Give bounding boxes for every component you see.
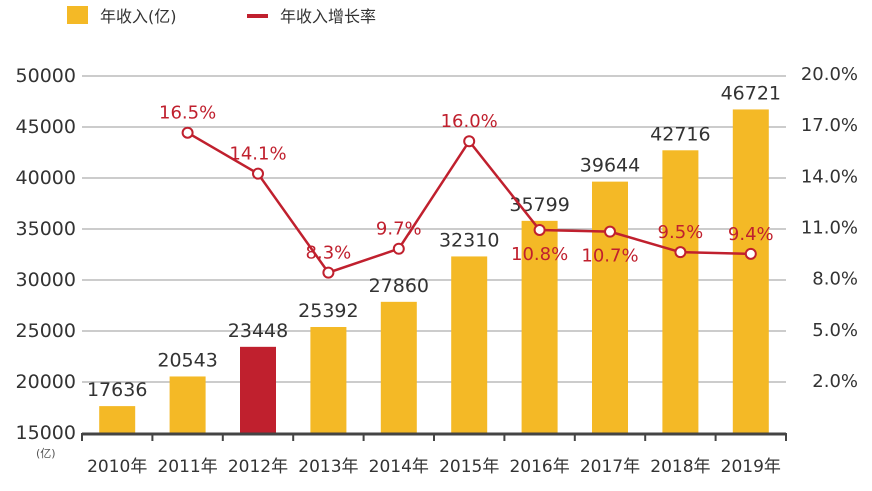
growth-label: 14.1%	[229, 144, 286, 165]
x-tick-label: 2012年	[228, 457, 288, 477]
left-tick-label: 25000	[16, 320, 76, 342]
growth-label: 10.8%	[511, 244, 568, 265]
growth-point	[533, 223, 546, 236]
x-tick-label: 2015年	[439, 457, 499, 477]
x-tick-label: 2016年	[509, 457, 569, 477]
growth-point	[322, 266, 335, 279]
right-tick-label: 5.0%	[812, 320, 858, 341]
growth-label: 8.3%	[306, 243, 352, 264]
growth-label: 9.7%	[376, 219, 422, 240]
legend-swatch-line	[247, 14, 268, 18]
bar	[451, 256, 488, 433]
x-tick-label: 2014年	[369, 457, 429, 477]
legend-label-bar: 年收入(亿)	[100, 7, 177, 26]
legend-label-line: 年收入增长率	[280, 7, 376, 26]
bar-value-label: 20543	[157, 349, 217, 371]
right-tick-label: 2.0%	[812, 371, 858, 392]
bar	[592, 181, 628, 433]
bar-value-label: 32310	[439, 229, 499, 251]
left-tick-label: 30000	[16, 269, 76, 291]
right-tick-label: 14.0%	[801, 166, 858, 187]
x-tick-label: 2011年	[157, 457, 217, 477]
bar-value-label: 42716	[650, 123, 710, 145]
left-tick-label: 20000	[16, 371, 76, 393]
bar-value-label: 23448	[228, 320, 288, 342]
left-tick-label: 50000	[16, 65, 76, 87]
bar-value-label: 27860	[369, 275, 429, 297]
bar-value-label: 39644	[580, 155, 640, 177]
growth-point	[674, 246, 687, 259]
growth-label: 10.7%	[581, 246, 638, 267]
bar	[732, 109, 769, 433]
bar	[310, 327, 347, 433]
left-tick-label: 45000	[16, 116, 76, 138]
growth-label: 16.0%	[441, 111, 498, 132]
growth-label: 16.5%	[159, 103, 216, 124]
growth-point	[181, 126, 194, 139]
legend-swatch-bar	[67, 6, 88, 24]
left-tick-label: 40000	[16, 167, 76, 189]
bar	[99, 406, 136, 433]
growth-label: 9.5%	[658, 222, 704, 243]
right-tick-label: 20.0%	[801, 64, 858, 85]
right-tick-label: 11.0%	[801, 218, 858, 239]
growth-point	[463, 135, 476, 148]
growth-point	[392, 242, 405, 255]
bar-value-label: 46721	[721, 82, 781, 104]
left-tick-label: 35000	[16, 218, 76, 240]
left-axis-unit: (亿)	[36, 447, 56, 460]
x-tick-label: 2010年	[87, 457, 147, 477]
bar	[662, 150, 699, 433]
bar	[169, 376, 206, 433]
right-tick-label: 8.0%	[812, 269, 858, 290]
x-tick-label: 2013年	[298, 457, 358, 477]
bar	[521, 220, 558, 433]
growth-point	[252, 167, 264, 180]
x-tick-label: 2018年	[650, 457, 710, 477]
growth-label: 9.4%	[728, 224, 774, 245]
bar-value-label: 17636	[87, 379, 147, 401]
bar-value-label: 25392	[298, 300, 358, 322]
bar	[380, 301, 417, 433]
left-tick-label: 15000	[16, 422, 76, 444]
bar	[240, 346, 276, 433]
legend: 年收入(亿) 年收入增长率	[67, 6, 376, 26]
growth-point	[604, 225, 616, 238]
right-tick-label: 17.0%	[801, 115, 858, 136]
growth-point	[744, 247, 757, 260]
x-tick-label: 2019年	[721, 457, 781, 477]
x-tick-label: 2017年	[580, 457, 640, 477]
